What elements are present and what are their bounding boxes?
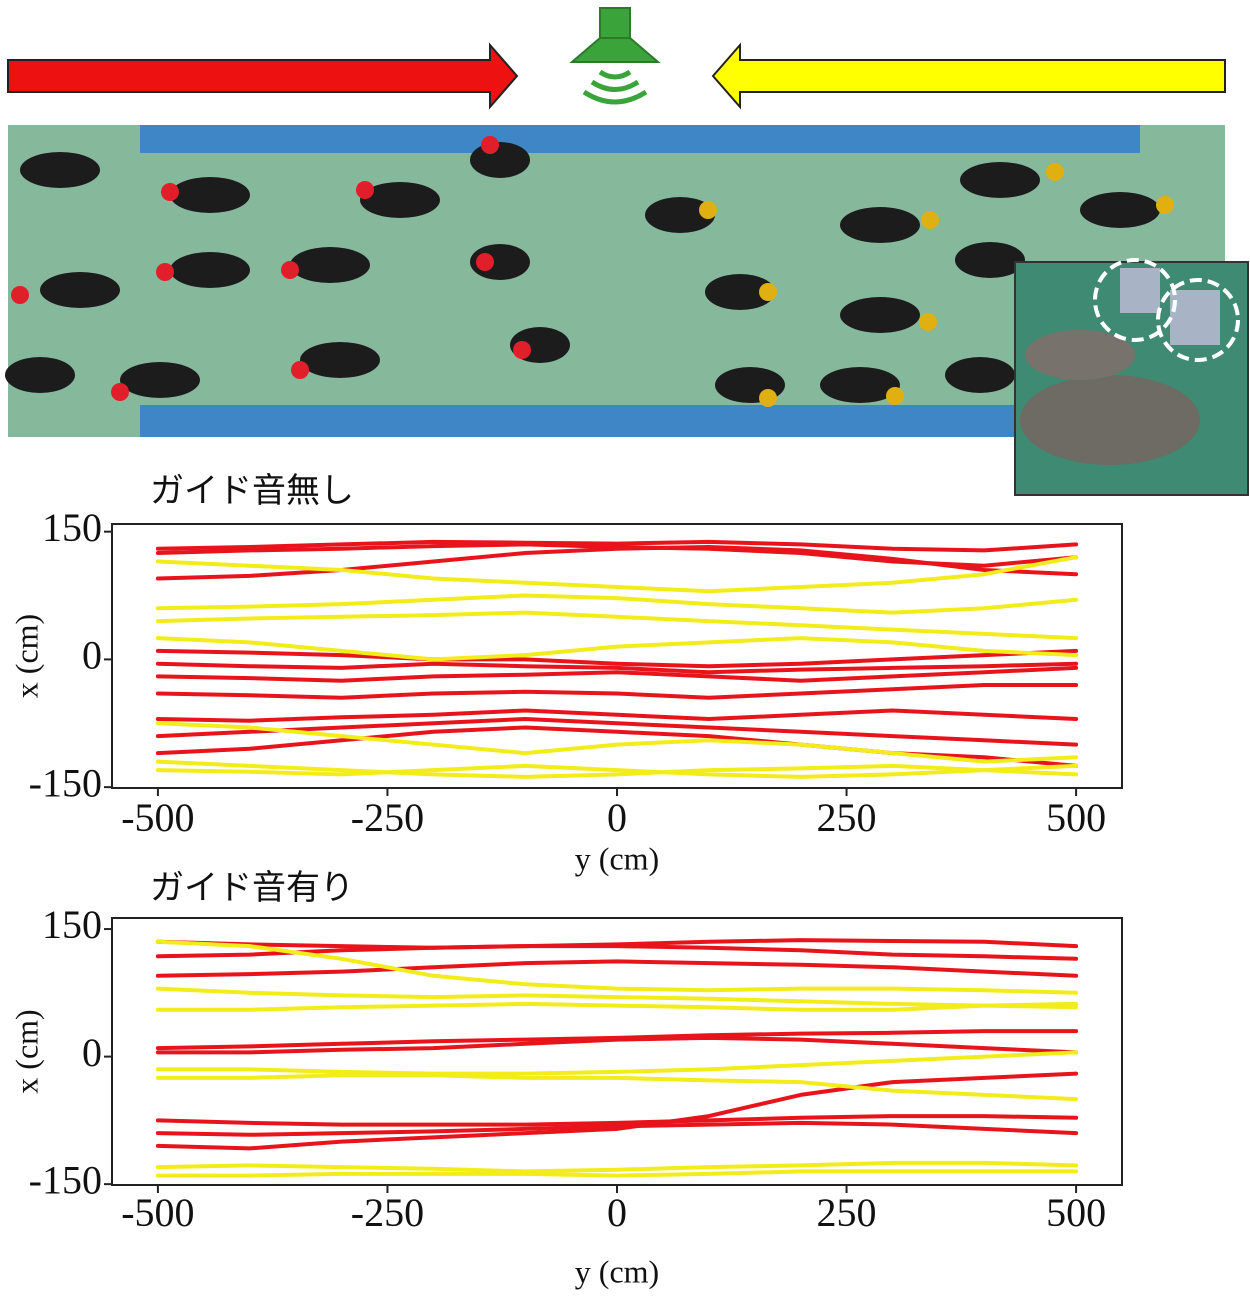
x-tick-label: -250 <box>351 1190 424 1235</box>
y-tick-label: 0 <box>82 633 102 678</box>
x-tick-label: 0 <box>607 1190 627 1235</box>
trajectory <box>158 961 1076 975</box>
chart-title: ガイド音無し <box>150 472 354 510</box>
y-tick-label: 150 <box>42 505 102 550</box>
x-tick-label: 250 <box>817 795 877 840</box>
photo <box>5 125 1248 495</box>
chart: ガイド音無し -500 -250 0 250 500 -150 0 150 y (cm) x (cm… <box>8 472 1122 876</box>
trajectory <box>158 613 1076 639</box>
trajectory <box>158 711 1076 721</box>
y-tick-label: 150 <box>42 902 102 947</box>
yellow-arrow <box>713 45 1225 107</box>
x-axis-label: y (cm) <box>575 840 659 876</box>
figure: ガイド音無し -500 -250 0 250 500 -150 0 150 y (cm) x (cm… <box>0 0 1250 1296</box>
illustration <box>5 8 1248 495</box>
chart: ガイド音有り -500 -250 0 250 500 -150 0 150 y (cm) x (cm… <box>8 869 1122 1289</box>
x-tick-label: -250 <box>351 795 424 840</box>
trajectory <box>158 1116 1076 1125</box>
x-tick-label: 500 <box>1046 795 1106 840</box>
y-tick-label: 0 <box>82 1030 102 1075</box>
x-tick-label: 500 <box>1046 1190 1106 1235</box>
y-tick-label: -150 <box>29 1157 102 1202</box>
speaker-icon <box>572 8 658 102</box>
trajectory <box>158 651 1076 666</box>
y-tick-label: -150 <box>29 760 102 805</box>
x-tick-label: 0 <box>607 795 627 840</box>
inset <box>1015 260 1248 495</box>
y-axis-label: x (cm) <box>8 614 44 698</box>
trajectory <box>158 547 1076 579</box>
trajectory <box>158 685 1076 698</box>
trajectory <box>158 596 1076 613</box>
x-tick-label: -500 <box>121 795 194 840</box>
trajectory <box>158 942 1076 993</box>
trajectory <box>158 1171 1076 1175</box>
chart-title: ガイド音有り <box>150 869 354 907</box>
trajectory <box>158 1074 1076 1149</box>
y-axis-label: x (cm) <box>8 1009 44 1093</box>
x-tick-label: -500 <box>121 1190 194 1235</box>
x-tick-label: 250 <box>817 1190 877 1235</box>
x-axis-label: y (cm) <box>575 1253 659 1289</box>
trajectory <box>158 1052 1076 1073</box>
red-arrow <box>8 45 517 107</box>
